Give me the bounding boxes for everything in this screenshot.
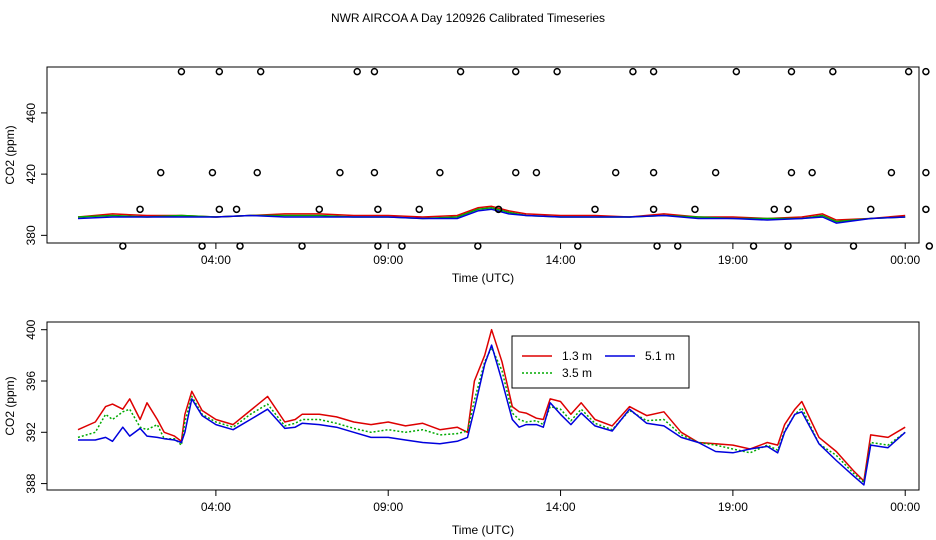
scatter-point — [629, 67, 637, 76]
scatter-point — [649, 67, 658, 76]
scatter-point — [215, 67, 224, 76]
scatter-point — [436, 168, 444, 177]
legend-box — [511, 335, 690, 389]
x-tick-label: 14:00 — [546, 253, 576, 267]
scatter-point — [511, 67, 520, 76]
x-tick-label: 00:00 — [890, 253, 920, 267]
scatter-point — [511, 168, 520, 177]
scatter-point — [925, 242, 934, 250]
scatter-point — [922, 205, 930, 214]
bottom-x-axis-label: Time (UTC) — [452, 523, 514, 537]
y-tick-label: 388 — [24, 473, 38, 493]
scatter-point — [253, 168, 261, 177]
scatter-point — [177, 67, 186, 76]
bottom-x-axis: 04:00 09:00 14:00 19:00 00:00 — [201, 490, 921, 514]
scatter-point — [374, 205, 382, 214]
scatter-point — [784, 242, 792, 250]
scatter-point — [415, 205, 423, 214]
scatter-point — [494, 205, 503, 214]
series-line-3 — [78, 344, 906, 486]
y-tick-label: 392 — [24, 422, 38, 442]
top-x-axis: 04:00 09:00 14:00 19:00 00:00 — [201, 243, 921, 267]
scatter-point — [611, 168, 620, 177]
legend-label-3: 5.1 m — [645, 349, 675, 363]
scatter-point — [232, 205, 241, 214]
scatter-point — [119, 242, 127, 250]
bottom-series-group — [77, 328, 906, 486]
scatter-point — [922, 67, 930, 76]
scatter-point — [370, 168, 379, 177]
top-panel: 04:00 09:00 14:00 19:00 00:00 380 420 460 Time… — [3, 66, 934, 285]
x-tick-label: 00:00 — [890, 500, 920, 514]
scatter-point — [208, 168, 217, 177]
scatter-point — [353, 67, 361, 76]
top-series-group — [77, 205, 906, 224]
y-tick-label: 396 — [24, 371, 38, 391]
scatter-point — [649, 168, 658, 177]
scatter-point — [829, 67, 837, 76]
scatter-point — [591, 205, 599, 214]
y-tick-label: 400 — [24, 319, 38, 339]
x-tick-label: 19:00 — [718, 253, 748, 267]
figure-title: NWR AIRCOA A Day 120926 Calibrated Times… — [331, 11, 605, 25]
top-y-axis-label: CO2 (ppm) — [3, 125, 17, 184]
scatter-point — [156, 168, 165, 177]
bottom-y-axis: 388 392 396 400 — [24, 319, 47, 494]
x-tick-label: 04:00 — [201, 253, 231, 267]
scatter-point — [398, 242, 406, 250]
scatter-point — [298, 242, 306, 250]
scatter-point — [374, 242, 382, 250]
scatter-point — [474, 242, 482, 250]
scatter-point — [749, 242, 758, 250]
scatter-point — [787, 168, 796, 177]
scatter-point — [215, 205, 224, 214]
bottom-plot-frame — [46, 321, 920, 491]
series-line-1 — [77, 328, 906, 482]
scatter-point — [770, 205, 778, 214]
scatter-point — [236, 242, 244, 250]
scatter-point — [691, 205, 699, 214]
scatter-point — [787, 67, 796, 76]
legend: 1.3 m 3.5 m 5.1 m — [511, 335, 690, 389]
scatter-point — [532, 168, 541, 177]
scatter-point — [887, 168, 896, 177]
scatter-point — [198, 242, 206, 250]
scatter-point — [336, 168, 344, 177]
y-tick-label: 420 — [24, 164, 38, 184]
scatter-point — [574, 242, 582, 250]
x-tick-label: 14:00 — [546, 500, 576, 514]
scatter-point — [653, 242, 661, 250]
scatter-point — [673, 242, 682, 250]
top-plot-frame — [46, 66, 920, 244]
legend-label-1: 1.3 m — [562, 349, 592, 363]
scatter-point — [315, 205, 324, 214]
top-y-axis: 380 420 460 — [24, 103, 47, 245]
scatter-point — [553, 67, 561, 76]
scatter-point — [849, 242, 858, 250]
legend-label-2: 3.5 m — [562, 366, 592, 380]
x-tick-label: 04:00 — [201, 500, 231, 514]
scatter-point — [922, 168, 930, 177]
top-points-group — [119, 67, 934, 250]
y-tick-label: 380 — [24, 225, 38, 245]
scatter-point — [732, 67, 741, 76]
bottom-panel: 04:00 09:00 14:00 19:00 00:00 388 392 396 400 T… — [3, 319, 921, 537]
scatter-point — [649, 205, 658, 214]
scatter-point — [711, 168, 720, 177]
scatter-point — [866, 205, 875, 214]
scatter-point — [904, 67, 913, 76]
top-x-axis-label: Time (UTC) — [452, 271, 514, 285]
bottom-y-axis-label: CO2 (ppm) — [3, 376, 17, 435]
scatter-point — [808, 168, 816, 177]
y-tick-label: 460 — [24, 103, 38, 123]
x-tick-label: 19:00 — [718, 500, 748, 514]
scatter-point — [370, 67, 379, 76]
x-tick-label: 09:00 — [373, 253, 403, 267]
x-tick-label: 09:00 — [373, 500, 403, 514]
scatter-point — [456, 67, 465, 76]
scatter-point — [256, 67, 265, 76]
scatter-point — [784, 205, 792, 214]
scatter-point — [136, 205, 144, 214]
